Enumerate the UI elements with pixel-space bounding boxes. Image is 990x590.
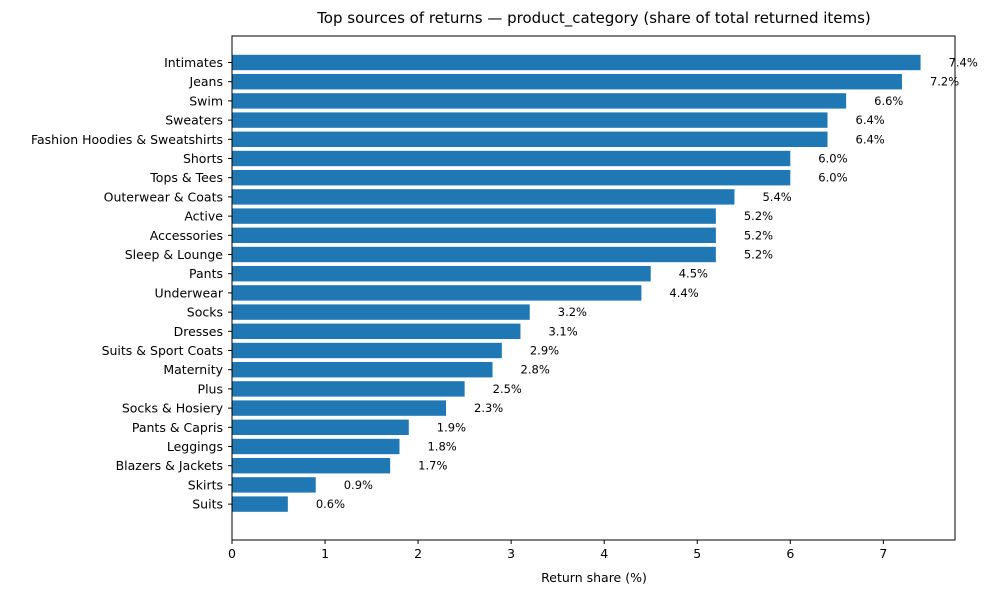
data-label: 2.3%	[474, 401, 503, 415]
x-tick-label: 3	[507, 546, 515, 561]
y-tick-label: Outerwear & Coats	[104, 189, 223, 204]
y-tick-label: Fashion Hoodies & Sweatshirts	[31, 132, 223, 147]
y-tick-label: Sleep & Lounge	[125, 247, 224, 262]
y-tick-label: Pants	[189, 266, 223, 281]
y-tick-label: Jeans	[189, 74, 223, 89]
x-tick-label: 5	[693, 546, 701, 561]
data-label: 2.8%	[521, 363, 550, 377]
y-tick-label: Maternity	[163, 362, 223, 377]
data-label: 3.2%	[558, 305, 587, 319]
y-tick-label: Plus	[198, 381, 223, 396]
data-label: 0.9%	[344, 478, 373, 492]
data-label: 3.1%	[548, 324, 577, 338]
bar	[232, 131, 828, 147]
bar	[232, 304, 530, 320]
bar	[232, 246, 716, 263]
data-label: 6.4%	[856, 113, 885, 127]
data-label: 6.6%	[874, 94, 903, 108]
data-label: 4.4%	[669, 286, 698, 300]
y-tick-label: Skirts	[188, 477, 223, 492]
data-label: 5.2%	[744, 209, 773, 223]
plot-frame	[231, 35, 956, 541]
y-tick-label: Suits	[192, 497, 223, 512]
data-label: 1.7%	[418, 459, 447, 473]
data-label: 5.4%	[762, 190, 791, 204]
y-tick-label: Dresses	[174, 324, 223, 339]
y-tick-label: Accessories	[150, 228, 223, 243]
x-tick-label: 2	[414, 546, 422, 561]
bar	[232, 93, 847, 109]
x-tick-label: 7	[879, 546, 887, 561]
data-label: 0.6%	[316, 497, 345, 511]
y-tick-label: Swim	[189, 93, 223, 108]
data-label: 7.4%	[949, 56, 978, 70]
y-tick-label: Tops & Tees	[149, 170, 223, 185]
bar	[232, 419, 409, 435]
x-axis-label: Return share (%)	[541, 570, 647, 585]
data-label: 6.0%	[818, 171, 847, 185]
data-label: 2.5%	[493, 382, 522, 396]
bar	[232, 285, 642, 301]
bar	[232, 362, 493, 378]
bar	[232, 112, 828, 128]
bar	[232, 74, 902, 90]
data-label: 1.8%	[427, 440, 456, 454]
bar	[232, 208, 716, 224]
chart-title: Top sources of returns — product_categor…	[316, 9, 871, 28]
bars-layer	[232, 54, 921, 512]
bar	[232, 342, 502, 359]
data-labels-layer: 7.4% 7.2% 6.6% 6.4% 6.4% 6.0% 6.0% 5.4% 5.2% 5.2%…	[316, 56, 978, 512]
y-tick-label: Socks & Hosiery	[122, 401, 224, 416]
bar	[232, 496, 288, 512]
bar	[232, 477, 316, 493]
data-label: 4.5%	[679, 267, 708, 281]
data-label: 1.9%	[437, 420, 466, 434]
data-label: 7.2%	[930, 75, 959, 89]
data-label: 2.9%	[530, 344, 559, 358]
y-tick-label: Blazers & Jackets	[116, 458, 223, 473]
x-tick-label: 1	[321, 546, 329, 561]
bar	[232, 400, 447, 416]
bar	[232, 381, 465, 397]
data-label: 5.2%	[744, 228, 773, 242]
bar	[232, 150, 791, 167]
y-tick-label: Suits & Sport Coats	[102, 343, 223, 358]
y-tick-label: Underwear	[154, 285, 223, 300]
bar	[232, 438, 400, 455]
bar	[232, 170, 791, 186]
bar	[232, 189, 735, 205]
y-tick-label: Shorts	[183, 151, 223, 166]
y-tick-label: Socks	[187, 305, 223, 320]
y-axis-ticks: Intimates Jeans Swim Sweaters Fashion Hoodie…	[31, 55, 232, 512]
x-tick-label: 0	[228, 546, 236, 561]
y-tick-label: Leggings	[167, 439, 223, 454]
data-label: 6.4%	[856, 132, 885, 146]
bar	[232, 323, 521, 339]
bar	[232, 458, 391, 474]
y-tick-label: Sweaters	[165, 113, 223, 128]
x-tick-label: 4	[600, 546, 608, 561]
data-label: 6.0%	[818, 152, 847, 166]
y-tick-label: Active	[184, 209, 223, 224]
x-axis-ticks: 0 1 2 3 4 5 6 7	[228, 540, 887, 561]
bar	[232, 227, 716, 243]
x-tick-label: 6	[786, 546, 794, 561]
y-tick-label: Intimates	[164, 55, 223, 70]
bar	[232, 266, 651, 282]
y-tick-label: Pants & Capris	[132, 420, 223, 435]
data-label: 5.2%	[744, 248, 773, 262]
bar	[232, 54, 921, 71]
